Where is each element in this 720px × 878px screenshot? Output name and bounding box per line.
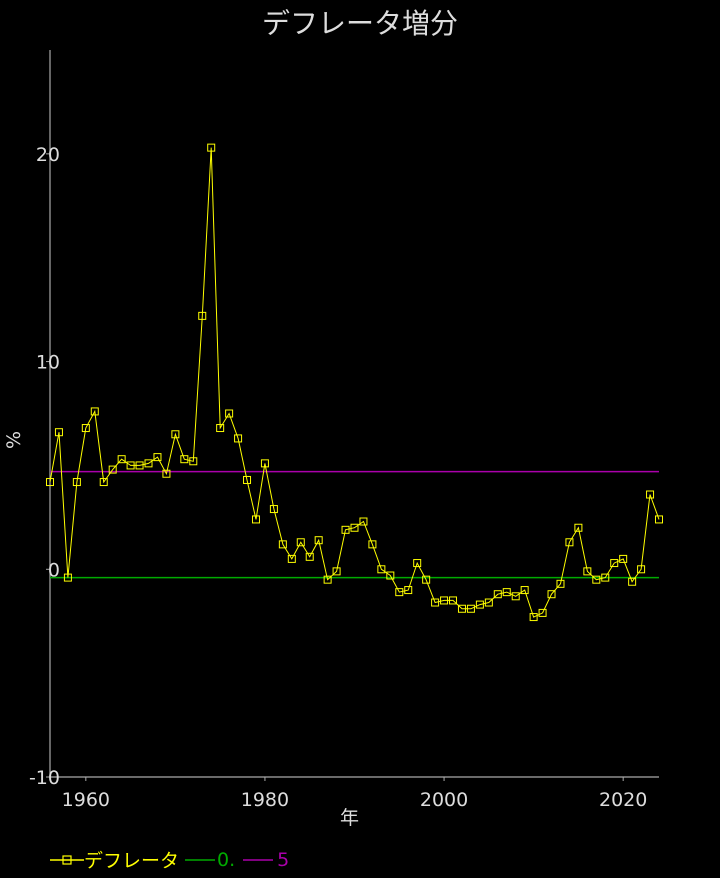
data-point (475, 600, 484, 609)
data-point (198, 311, 207, 320)
data-point (484, 598, 493, 607)
data-point (341, 525, 350, 534)
data-point (243, 475, 252, 484)
data-point (359, 517, 368, 526)
data-point (81, 424, 90, 433)
data-point (556, 579, 565, 588)
data-point (377, 565, 386, 574)
data-point (234, 434, 243, 443)
data-point (529, 613, 538, 622)
data-point (520, 586, 529, 595)
data-point (54, 428, 63, 437)
series-line-deflator (49, 147, 660, 618)
data-point (646, 490, 655, 499)
legend-line-icon (185, 858, 216, 861)
y-tick-label: 10 (36, 352, 60, 374)
data-point (655, 515, 663, 524)
data-point (431, 598, 440, 607)
data-point (547, 590, 556, 599)
x-tick-label: 1980 (241, 789, 289, 811)
data-point (207, 143, 216, 152)
x-tick-label: 1960 (62, 789, 110, 811)
chart-title: デフレータ増分 (261, 7, 458, 40)
legend-item-deflator: デフレータ (50, 846, 179, 873)
data-point (63, 573, 72, 582)
data-point (368, 540, 377, 549)
legend-line-icon (243, 858, 274, 861)
data-point (422, 575, 431, 584)
legend-item-five: 5 (239, 849, 289, 871)
y-axis-label: % (3, 431, 25, 449)
data-point (72, 478, 81, 487)
data-point (413, 559, 422, 568)
legend: デフレータ 0. 5 (50, 846, 293, 873)
data-point (278, 540, 287, 549)
data-point (216, 424, 225, 433)
data-point (395, 588, 404, 597)
data-point (592, 575, 601, 584)
data-point (386, 571, 395, 580)
legend-label-zero: 0. (217, 848, 236, 871)
data-point (457, 604, 466, 613)
data-point (323, 575, 332, 584)
data-point (144, 459, 153, 468)
data-point (108, 465, 117, 474)
data-point (269, 505, 278, 514)
data-point (296, 538, 305, 547)
data-point (162, 469, 171, 478)
data-point (574, 523, 583, 532)
data-point (332, 567, 341, 576)
data-point (565, 538, 574, 547)
data-point (90, 407, 99, 416)
data-point (117, 455, 126, 464)
x-axis-label: 年 (340, 807, 359, 829)
x-tick-label: 2000 (420, 789, 468, 811)
data-point (180, 455, 189, 464)
data-point (305, 552, 314, 561)
data-point (99, 478, 108, 487)
data-point (610, 559, 619, 568)
data-point (601, 573, 610, 582)
data-point (189, 457, 198, 466)
data-point (171, 430, 180, 439)
data-point (628, 577, 637, 586)
y-tick-label: 0 (48, 559, 60, 581)
legend-label-five: 5 (277, 848, 290, 871)
data-point (225, 409, 234, 418)
data-point (251, 515, 260, 524)
data-point (314, 536, 323, 545)
y-tick-label: -10 (29, 767, 60, 789)
legend-line-marker-icon (50, 854, 84, 865)
data-point (260, 459, 269, 468)
data-point (135, 461, 144, 470)
data-point (619, 554, 628, 563)
legend-item-zero: 0. (183, 849, 235, 871)
data-point (440, 596, 449, 605)
legend-label-deflator: デフレータ (84, 850, 180, 872)
data-point (493, 590, 502, 599)
y-tick-label: 20 (36, 144, 60, 166)
data-point (126, 461, 135, 470)
data-point (287, 554, 296, 563)
data-point (404, 586, 413, 595)
data-point (153, 453, 162, 462)
data-point (637, 565, 646, 574)
data-point (449, 596, 458, 605)
data-point (46, 478, 54, 487)
data-point (583, 567, 592, 576)
data-point (466, 604, 475, 613)
data-point (502, 588, 511, 597)
data-point (538, 608, 547, 617)
data-point (350, 523, 359, 532)
x-tick-label: 2020 (599, 789, 647, 811)
data-point (511, 592, 520, 601)
